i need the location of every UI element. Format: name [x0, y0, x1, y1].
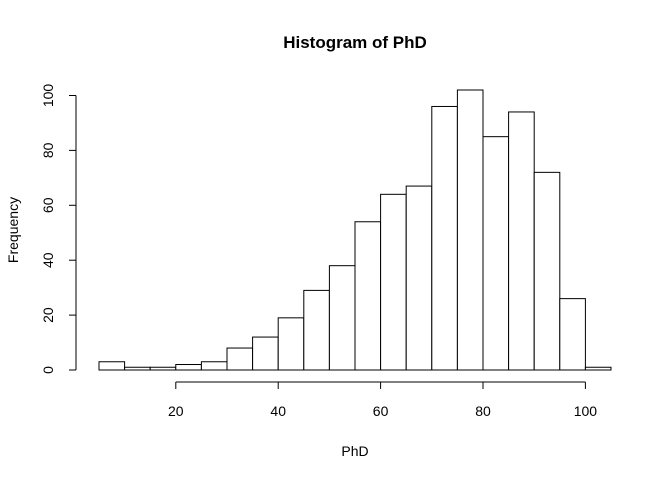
- chart-title: Histogram of PhD: [283, 33, 427, 52]
- histogram-bar-16: [508, 111, 535, 371]
- histogram-bar-18: [559, 298, 586, 371]
- x-tick-label-2: 60: [373, 403, 389, 419]
- histogram-bar-1: [124, 366, 151, 371]
- x-axis: 20 40 60 80 100: [168, 381, 598, 419]
- histogram-bar-7: [277, 317, 305, 371]
- histogram-bar-6: [252, 336, 279, 371]
- x-tick-label-4: 100: [574, 403, 598, 419]
- histogram-bar-4: [200, 361, 228, 371]
- histogram-bar-17: [533, 171, 561, 371]
- y-tick-label-4: 80: [40, 142, 56, 158]
- histogram-bar-11: [380, 193, 407, 371]
- histogram-bar-5: [226, 347, 254, 371]
- histogram-bar-13: [431, 105, 458, 371]
- histogram-bar-8: [303, 289, 330, 371]
- histogram-bar-12: [405, 185, 433, 371]
- bars-group: [98, 89, 612, 371]
- histogram-bar-3: [175, 364, 202, 371]
- histogram-bar-19: [584, 366, 612, 371]
- y-tick-label-1: 20: [40, 307, 56, 323]
- x-axis-label: PhD: [341, 443, 368, 459]
- y-axis-label: Frequency: [5, 197, 21, 263]
- x-tick-label-1: 40: [270, 403, 286, 419]
- y-tick-label-5: 100: [40, 84, 56, 108]
- histogram-bar-14: [456, 89, 484, 371]
- histogram-bar-9: [328, 265, 356, 371]
- y-axis: 0 20 40 60 80 100: [40, 84, 77, 374]
- histogram-bar-2: [149, 366, 177, 371]
- histogram-bar-0: [98, 361, 126, 371]
- histogram-bar-15: [482, 136, 510, 371]
- y-tick-label-2: 40: [40, 252, 56, 268]
- x-tick-label-0: 20: [168, 403, 184, 419]
- y-tick-label-3: 60: [40, 197, 56, 213]
- histogram-bar-10: [354, 221, 382, 371]
- x-tick-label-3: 80: [475, 403, 491, 419]
- y-tick-label-0: 0: [40, 366, 56, 374]
